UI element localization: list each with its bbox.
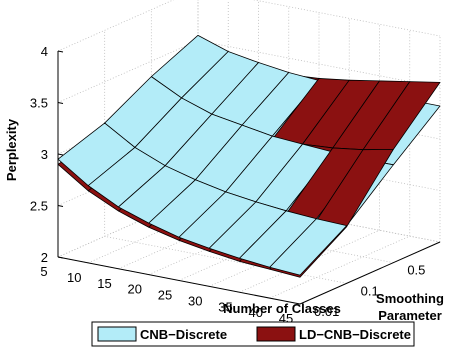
legend-label-ld-cnb: LD−CNB−Discrete xyxy=(299,327,411,342)
x-tick-label: 5 xyxy=(40,264,47,279)
legend-label-cnb: CNB−Discrete xyxy=(140,327,227,342)
x-tick-label: 20 xyxy=(128,282,142,297)
z-tick-label: 3 xyxy=(41,147,48,162)
x-tick-label: 25 xyxy=(158,288,172,303)
legend-box xyxy=(91,321,415,347)
legend-swatch-cnb xyxy=(97,326,137,342)
legend-swatch-ld-cnb xyxy=(256,326,296,342)
y-axis-label-line2: Parameter xyxy=(378,308,442,323)
z-tick-mark xyxy=(57,50,64,53)
z-gridline xyxy=(57,0,441,52)
x-tick-label: 15 xyxy=(97,276,111,291)
x-tick-label: 10 xyxy=(67,270,81,285)
z-tick-mark xyxy=(57,256,64,259)
y-axis-label-line1: Smoothing xyxy=(376,291,444,306)
y-gridline xyxy=(104,30,347,284)
y-tick-label: 0.1 xyxy=(361,283,379,298)
z-tick-mark xyxy=(57,102,64,104)
z-tick-label: 4 xyxy=(41,44,48,59)
z-tick-label: 2 xyxy=(41,250,48,265)
legend: CNB−Discrete LD−CNB−Discrete xyxy=(91,321,415,347)
z-axis-label: Perplexity xyxy=(4,118,19,181)
x-tick-label: 35 xyxy=(218,299,232,314)
label-layer: Perplexity Number of Classes Smoothing P… xyxy=(4,118,444,323)
z-tick-mark xyxy=(57,153,64,156)
x-axis-line xyxy=(57,256,301,305)
surface-layer xyxy=(57,34,441,278)
surface-patch-cnb xyxy=(269,218,348,276)
y-tick-label: 0.01 xyxy=(314,304,339,319)
z-tick-label: 2.5 xyxy=(30,199,48,214)
y-axis-line xyxy=(299,241,441,305)
x-axis-label: Number of Classes xyxy=(223,301,341,316)
z-tick-mark xyxy=(57,205,64,207)
x-tick-label: 40 xyxy=(249,305,263,320)
y-tick-label: 0.5 xyxy=(407,263,425,278)
z-tick-label: 3.5 xyxy=(30,96,48,111)
x-tick-label: 30 xyxy=(188,293,202,308)
